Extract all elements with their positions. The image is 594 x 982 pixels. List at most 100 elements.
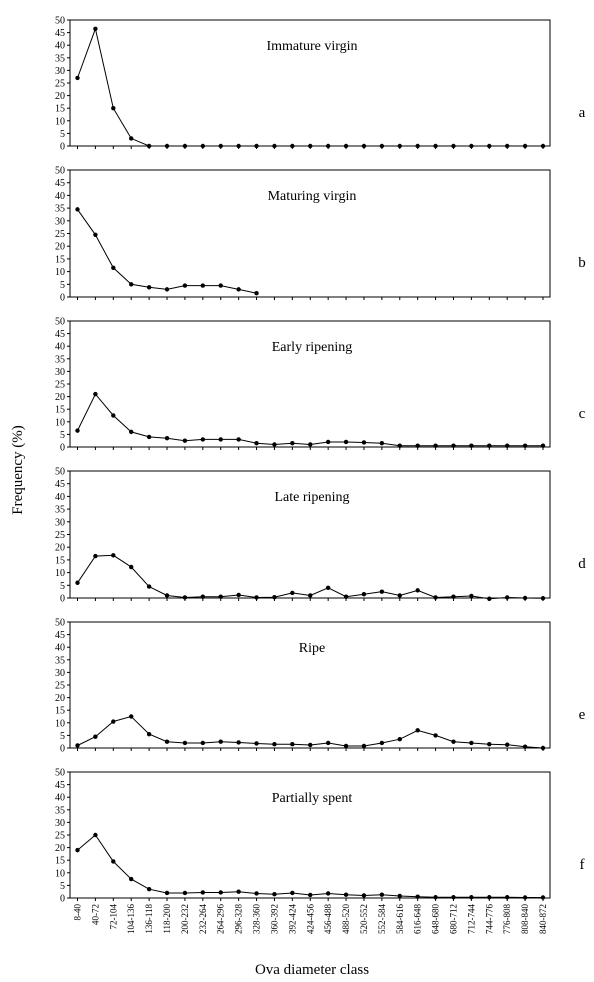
data-point (415, 443, 420, 448)
y-tick-label: 20 (55, 693, 65, 704)
data-point (522, 744, 528, 749)
x-tick-label: 552-584 (377, 904, 387, 934)
panel-letter: e (579, 707, 586, 723)
y-tick-label: 0 (60, 744, 65, 755)
data-point (146, 285, 152, 290)
panel-title: Partially spent (272, 791, 353, 806)
y-tick-label: 10 (55, 718, 65, 729)
data-point (540, 443, 546, 448)
data-point (451, 895, 456, 900)
y-tick-label: 35 (55, 655, 65, 666)
x-tick-label: 712-744 (466, 904, 476, 934)
x-tick-label: 616-648 (413, 904, 423, 934)
y-tick-label: 25 (55, 530, 65, 541)
y-tick-label: 50 (55, 317, 65, 328)
data-point (254, 891, 259, 896)
panel-title: Immature virgin (266, 39, 357, 54)
data-point (504, 143, 510, 149)
data-point (397, 893, 402, 899)
x-tick-label: 8-40 (73, 904, 83, 921)
y-tick-label: 0 (60, 293, 65, 304)
data-point (200, 283, 206, 288)
data-point (433, 443, 438, 448)
data-point (325, 439, 331, 445)
y-tick-label: 25 (55, 681, 65, 692)
data-point (540, 596, 546, 601)
x-tick-label: 584-616 (395, 904, 405, 934)
data-point (487, 742, 492, 747)
y-tick-label: 40 (55, 41, 65, 52)
data-point (504, 895, 510, 900)
data-point (200, 437, 206, 442)
data-point (129, 876, 134, 882)
data-point (451, 594, 456, 599)
data-point (379, 441, 385, 446)
data-point (433, 733, 438, 738)
data-point (272, 442, 277, 447)
data-point (93, 832, 98, 838)
data-point (200, 890, 206, 895)
y-tick-label: 50 (55, 467, 65, 478)
data-point (325, 585, 331, 591)
data-point (397, 443, 402, 448)
x-tick-label: 488-520 (341, 904, 351, 934)
data-point (75, 743, 80, 748)
y-tick-label: 5 (60, 430, 65, 441)
data-point (469, 443, 474, 448)
data-point (415, 894, 420, 899)
data-point (272, 595, 277, 600)
x-tick-label: 392-424 (287, 904, 297, 934)
y-tick-label: 0 (60, 894, 65, 905)
data-point (522, 143, 528, 149)
data-point (75, 580, 80, 585)
y-tick-label: 35 (55, 53, 65, 64)
y-tick-label: 40 (55, 342, 65, 353)
y-tick-label: 20 (55, 543, 65, 554)
x-tick-label: 456-488 (323, 904, 333, 934)
y-tick-label: 45 (55, 329, 65, 340)
data-point (504, 443, 510, 448)
data-point (111, 553, 116, 558)
data-point (236, 143, 241, 149)
data-point (93, 26, 98, 32)
data-point (218, 890, 223, 895)
y-tick-label: 5 (60, 581, 65, 592)
data-point (111, 413, 116, 418)
y-tick-label: 40 (55, 191, 65, 202)
x-tick-label: 72-104 (108, 904, 118, 930)
data-point (433, 895, 438, 900)
data-point (236, 740, 241, 745)
y-tick-label: 0 (60, 443, 65, 454)
y-tick-label: 25 (55, 229, 65, 240)
x-tick-label: 200-232 (180, 904, 190, 934)
panel-title: Late ripening (274, 490, 349, 505)
data-point (325, 143, 331, 149)
y-tick-label: 45 (55, 780, 65, 791)
data-point (290, 742, 295, 747)
x-tick-label: 424-456 (305, 904, 315, 934)
x-tick-label: 808-840 (520, 904, 530, 934)
y-tick-label: 30 (55, 517, 65, 528)
data-point (164, 890, 170, 896)
x-tick-label: 360-392 (269, 904, 279, 934)
data-point (111, 859, 116, 864)
y-tick-label: 20 (55, 242, 65, 253)
y-tick-label: 15 (55, 856, 65, 867)
x-tick-label: 776-808 (502, 904, 512, 934)
y-tick-label: 30 (55, 818, 65, 829)
data-point (379, 740, 385, 746)
data-point (93, 734, 98, 739)
data-point (469, 143, 474, 149)
data-point (146, 584, 152, 589)
x-tick-label: 296-328 (234, 904, 244, 934)
data-point (111, 106, 116, 111)
panel-letter: b (578, 255, 586, 271)
data-point (146, 434, 152, 440)
data-point (308, 143, 313, 149)
data-point (343, 143, 349, 149)
data-point (487, 895, 492, 900)
data-point (361, 743, 367, 749)
